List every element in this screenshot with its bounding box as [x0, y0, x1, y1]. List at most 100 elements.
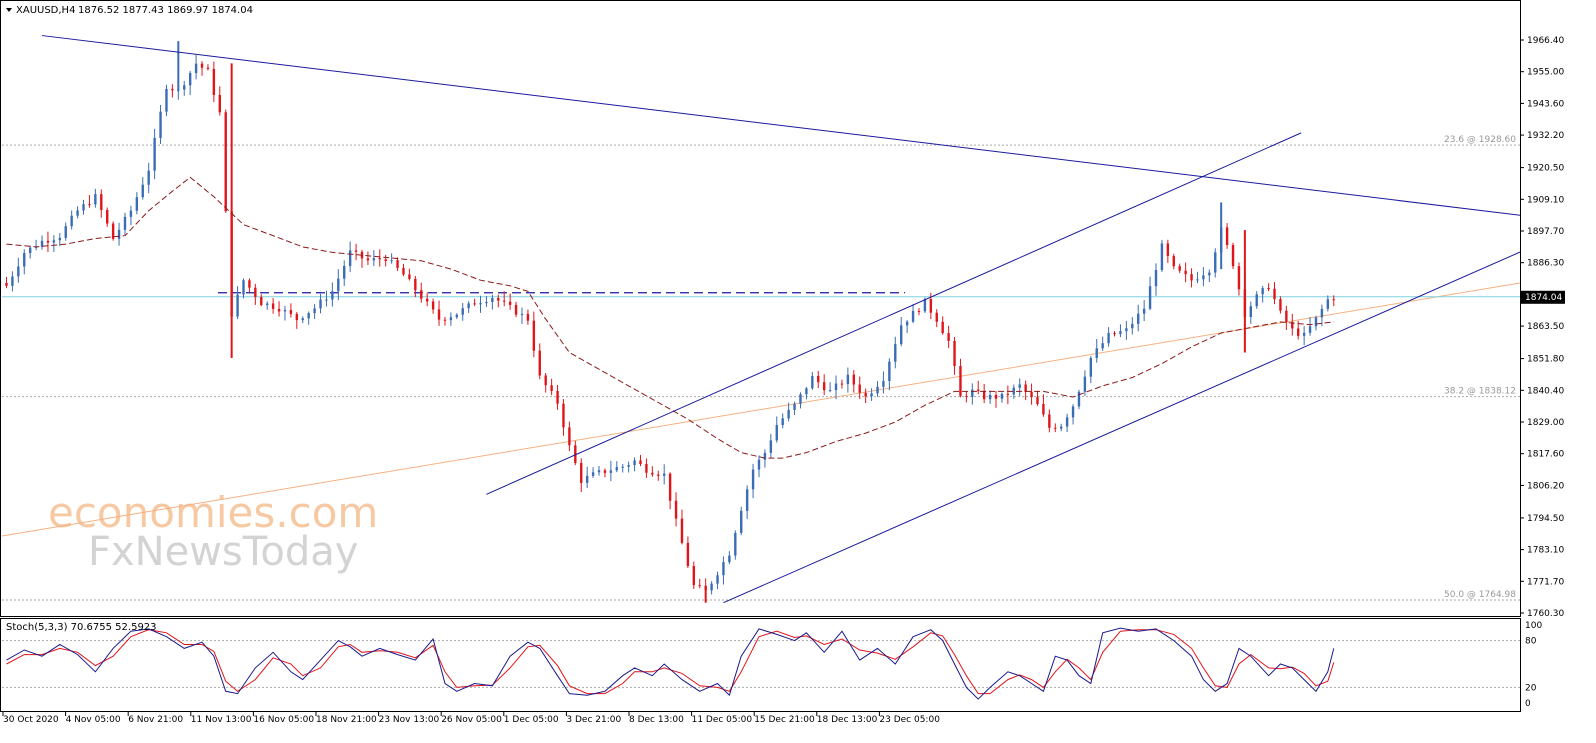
- x-tick-label: 4 Nov 05:00: [66, 715, 121, 725]
- candle-body: [982, 390, 986, 400]
- candle-body: [331, 291, 334, 300]
- trendline-upper[interactable]: [41, 35, 1596, 272]
- candle-body: [307, 313, 310, 319]
- candle-body: [947, 333, 950, 341]
- x-tick-label: 16 Nov 05:00: [253, 715, 314, 725]
- candle-body: [289, 310, 293, 314]
- candle-body: [1237, 266, 1241, 290]
- candle-body: [1231, 245, 1235, 267]
- y-tick-label: 1760.30: [1527, 609, 1564, 619]
- candle-body: [686, 542, 690, 567]
- candle-body: [988, 394, 992, 400]
- candle-body: [1024, 384, 1027, 392]
- candle-body: [503, 300, 506, 302]
- candle-body: [1297, 328, 1300, 336]
- price-axis[interactable]: 1966.40 1955.00 1943.60 1932.20 1920.50 1909.…: [1520, 36, 1564, 619]
- candle-body: [710, 583, 713, 591]
- candle-body: [1154, 270, 1158, 287]
- ohlc-readout: 1876.52 1877.43 1869.97 1874.04: [78, 5, 253, 16]
- candle-body: [171, 88, 174, 91]
- candle-body: [46, 240, 50, 243]
- y-tick-label: 1829.00: [1527, 418, 1564, 428]
- x-tick-label: 23 Nov 13:00: [379, 715, 440, 725]
- watermark-line2: FxNewsToday: [88, 529, 358, 575]
- candle-body: [1302, 332, 1306, 336]
- candle-body: [408, 274, 411, 279]
- candle-body: [929, 298, 933, 313]
- candle-body: [1065, 417, 1069, 427]
- candle-body: [236, 294, 239, 317]
- candle-body: [343, 265, 346, 279]
- candles: [5, 41, 1335, 603]
- candle-body: [1137, 313, 1140, 324]
- y-tick-label: 1920.50: [1527, 164, 1564, 174]
- candle-body: [1190, 274, 1193, 281]
- candle-body: [265, 303, 269, 305]
- candle-body: [674, 500, 678, 519]
- candle-body: [799, 394, 802, 404]
- candle-body: [58, 237, 62, 241]
- x-tick-label: 8 Dec 13:00: [629, 715, 684, 725]
- candle-body: [1214, 252, 1217, 273]
- x-tick-label: 18 Dec 13:00: [817, 715, 878, 725]
- candle-body: [923, 298, 927, 312]
- candle-body: [597, 470, 601, 473]
- candle-body: [479, 303, 482, 305]
- y-tick-label: 1783.10: [1527, 546, 1564, 556]
- candle-body: [1030, 391, 1033, 398]
- dropdown-triangle-icon[interactable]: [6, 8, 12, 12]
- candle-body: [372, 258, 376, 261]
- stoch-tick-label: 0: [1525, 699, 1531, 709]
- candle-body: [1160, 243, 1164, 271]
- candle-body: [526, 313, 530, 321]
- fib-label: 38.2 @ 1838.12: [1444, 387, 1516, 397]
- candle-body: [40, 240, 44, 247]
- candle-body: [277, 308, 281, 312]
- y-tick-label: 1806.20: [1527, 481, 1564, 491]
- candle-body: [1042, 404, 1045, 415]
- candle-body: [508, 301, 512, 305]
- candle-body: [1095, 348, 1098, 358]
- time-axis[interactable]: 30 Oct 2020 4 Nov 05:00 6 Nov 21:00 11 Nov …: [2, 712, 940, 725]
- stoch-tick-label: 80: [1525, 637, 1537, 647]
- x-tick-label: 1 Dec 05:00: [504, 715, 559, 725]
- candle-body: [882, 380, 885, 387]
- candle-body: [1101, 343, 1104, 349]
- candle-body: [740, 510, 743, 533]
- last-price-tag: 1874.04: [1521, 290, 1565, 304]
- candle-body: [935, 312, 938, 322]
- candle-body: [550, 385, 553, 391]
- candle-body: [858, 384, 861, 393]
- candle-body: [556, 390, 559, 404]
- candle-body: [248, 280, 251, 288]
- candle-body: [325, 299, 328, 301]
- main-panel-frame: [0, 0, 1521, 617]
- y-tick-label: 1840.40: [1527, 386, 1564, 396]
- stoch-panel-frame: [0, 618, 1521, 712]
- trendline-channel-bottom[interactable]: [723, 244, 1538, 604]
- y-tick-label: 1794.50: [1527, 514, 1564, 524]
- candle-body: [485, 302, 488, 304]
- x-tick-label: 11 Nov 13:00: [191, 715, 252, 725]
- candle-body: [1054, 427, 1057, 429]
- candle-body: [396, 260, 399, 268]
- candle-body: [651, 472, 654, 475]
- candle-body: [461, 308, 464, 315]
- candle-body: [840, 383, 844, 385]
- candle-body: [1320, 308, 1324, 318]
- candle-body: [1000, 393, 1004, 399]
- candle-body: [5, 282, 8, 286]
- candle-body: [1077, 391, 1081, 407]
- candle-body: [1012, 387, 1015, 395]
- candle-body: [141, 184, 144, 198]
- trendline-channel-top[interactable]: [486, 132, 1302, 495]
- candle-body: [1166, 243, 1170, 256]
- candle-body: [1196, 279, 1199, 281]
- candle-body: [781, 418, 784, 426]
- candle-body: [959, 366, 962, 396]
- candle-body: [301, 318, 304, 321]
- candle-body: [17, 266, 20, 277]
- candle-body: [1018, 384, 1021, 388]
- y-tick-label: 1851.80: [1527, 355, 1564, 365]
